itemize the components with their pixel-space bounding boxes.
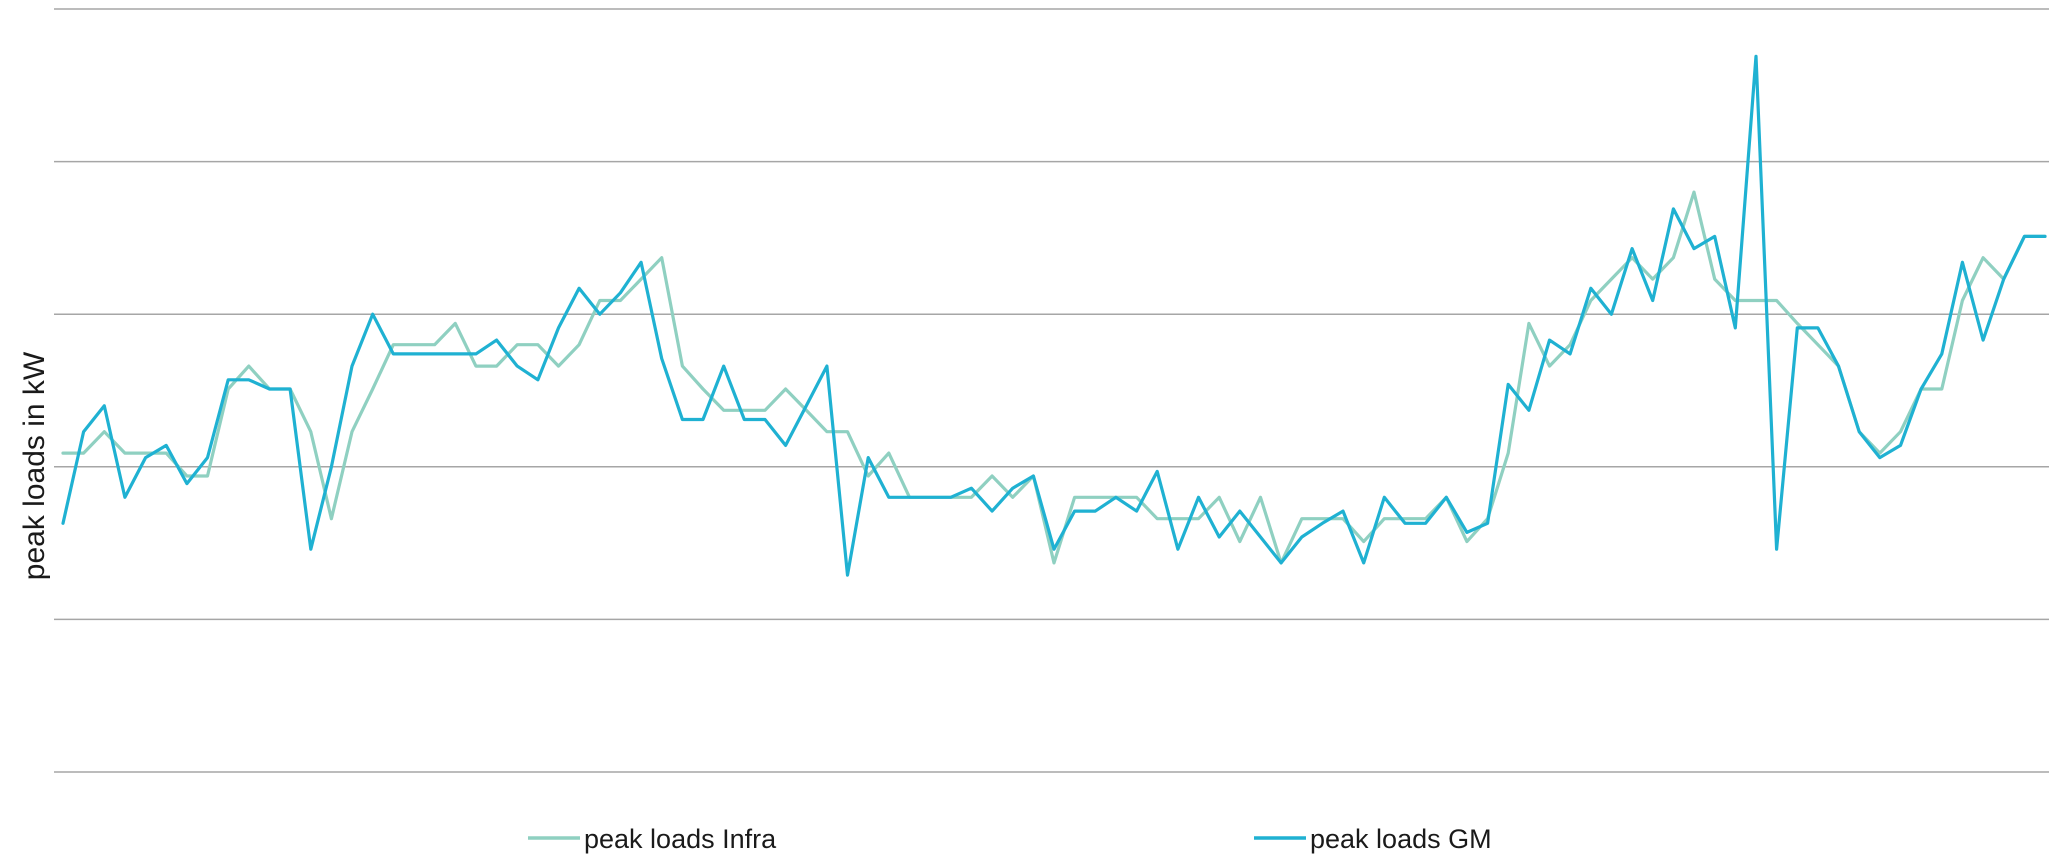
series-lines xyxy=(61,54,2047,577)
y-axis-label: peak loads in kW xyxy=(18,351,51,580)
series-line-infra xyxy=(61,190,2047,565)
legend-item-gm: peak loads GM xyxy=(1254,824,1492,854)
legend: peak loads Infra peak loads GM xyxy=(528,824,1492,854)
legend-label-infra: peak loads Infra xyxy=(584,824,777,854)
legend-label-gm: peak loads GM xyxy=(1310,824,1492,854)
legend-item-infra: peak loads Infra xyxy=(528,824,777,854)
gridlines xyxy=(54,8,2049,773)
series-line-gm xyxy=(61,54,2047,577)
